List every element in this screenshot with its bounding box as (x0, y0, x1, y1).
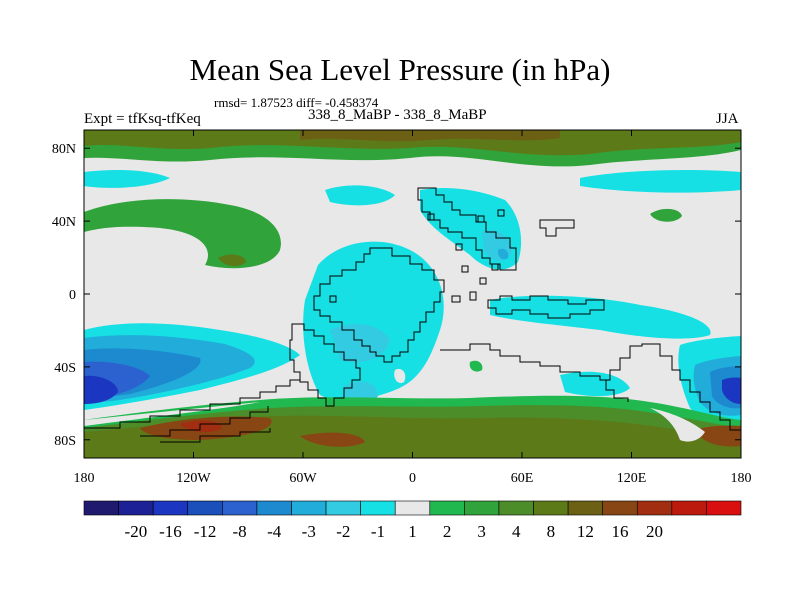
colorbar-swatch (498, 500, 534, 516)
colorbar-label: 4 (512, 522, 521, 541)
colorbar-label: 2 (443, 522, 452, 541)
south-pacific-low-core (84, 375, 118, 404)
colorbar-label: -4 (267, 522, 282, 541)
longitude-axis: 180 120W 60W 0 60E 120E 180 (74, 130, 752, 486)
colorbar-swatch (636, 500, 673, 516)
neutral-strip-east (650, 408, 705, 442)
colorbar-label: 1 (408, 522, 417, 541)
experiment-label: Expt = tfKsq-tfKeq (84, 111, 201, 127)
colorbar-swatch (83, 500, 119, 516)
australia-coast (440, 343, 741, 431)
europe-low-max (497, 248, 509, 260)
islands (329, 263, 499, 303)
colorbar-swatch (187, 500, 223, 516)
antarctica-west-coast (84, 379, 300, 429)
colorbar-swatch (222, 500, 258, 516)
north-asia-low (580, 170, 741, 193)
plot-title: Mean Sea Level Pressure (in hPa) (189, 52, 611, 87)
lat-tick-label: 0 (69, 288, 76, 303)
map-field (84, 130, 741, 458)
colorbar-label: -1 (371, 522, 385, 541)
season-label: JJA (716, 111, 739, 127)
colorbar-swatch (567, 500, 603, 516)
indian-ocean-low (490, 295, 711, 339)
colorbar-swatch (360, 500, 396, 516)
coastlines (84, 187, 741, 443)
case-label: 338_8_MaBP - 338_8_MaBP (308, 107, 487, 123)
south-america-coast (289, 323, 361, 407)
stats-label: rmsd= 1.87523 diff= -0.458374 (214, 95, 379, 110)
lat-tick-label: 40N (52, 215, 76, 230)
atlantic-low-core (330, 324, 390, 363)
lat-tick-label: 40S (54, 361, 76, 376)
colorbar-swatch (464, 500, 500, 516)
lon-tick-label: 60W (289, 471, 317, 486)
colorbar-label: 16 (611, 522, 628, 541)
antarctica-peninsula (140, 406, 269, 437)
colorbar-label: -3 (302, 522, 316, 541)
lat-tick-label: 80S (54, 434, 76, 449)
north-pacific-high (84, 199, 281, 269)
europe-coast (417, 187, 517, 271)
colorbar-swatch (671, 500, 707, 516)
colorbar-swatch (291, 500, 327, 516)
east-pacific-low-core (722, 377, 741, 404)
lat-tick-label: 80N (52, 142, 76, 157)
lon-tick-label: 60E (511, 471, 534, 486)
lon-tick-label: 0 (409, 471, 416, 486)
colorbar-label: -20 (125, 522, 148, 541)
lon-tick-label: 180 (731, 471, 752, 486)
atlantic-low (303, 241, 444, 401)
colorbar: -20 -16 -12 -8 -4 -3 -2 -1 1 2 3 4 8 12 16 20 (83, 500, 742, 541)
africa-coast (313, 247, 445, 363)
north-pacific-high-core (218, 254, 246, 267)
colorbar-label: 8 (547, 522, 556, 541)
asia-coast-fragment (539, 219, 575, 237)
colorbar-label: -2 (336, 522, 350, 541)
colorbar-swatch (429, 500, 465, 516)
colorbar-label: 20 (646, 522, 663, 541)
australia-south-coast (600, 379, 629, 402)
antarctica-shelf (160, 428, 271, 443)
colorbar-swatch (394, 500, 431, 516)
north-pacific-low (84, 170, 170, 188)
southern-high-max (180, 420, 222, 433)
lon-tick-label: 120E (617, 471, 647, 486)
lon-tick-label: 180 (74, 471, 95, 486)
north-atlantic-low (325, 185, 395, 206)
india-coast (487, 295, 605, 319)
neutral-patch (394, 368, 406, 384)
neutral-strip (84, 402, 260, 426)
latitude-axis: 80N 40N 0 40S 80S (52, 142, 741, 449)
colorbar-label: 12 (577, 522, 594, 541)
positive-blob (469, 360, 483, 372)
colorbar-swatch (706, 500, 742, 516)
arctic-high-max (300, 130, 560, 142)
colorbar-label: 3 (477, 522, 486, 541)
colorbar-label: -12 (194, 522, 217, 541)
colorbar-label: -8 (233, 522, 247, 541)
colorbar-swatch (602, 500, 638, 516)
colorbar-swatch (118, 500, 154, 516)
colorbar-swatch (152, 500, 189, 516)
arctic-high-core (84, 130, 741, 156)
southern-high-core-mid (300, 432, 365, 447)
colorbar-swatch (325, 500, 361, 516)
lon-tick-label: 120W (176, 471, 211, 486)
colorbar-swatch (256, 500, 292, 516)
southern-high-core-east (695, 425, 741, 447)
islands-north (427, 209, 505, 251)
asia-high-blob (650, 208, 682, 222)
colorbar-swatch (533, 500, 569, 516)
colorbar-label: -16 (159, 522, 182, 541)
